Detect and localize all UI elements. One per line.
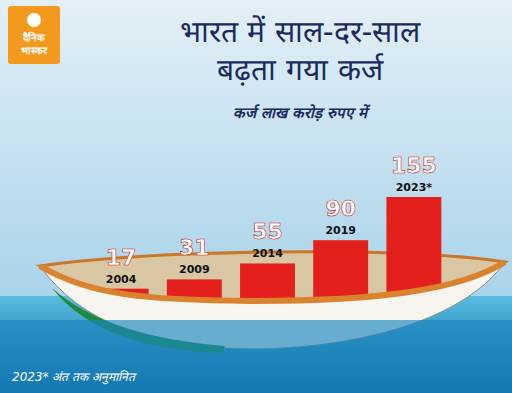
bar: [386, 197, 441, 300]
data-label: 17: [106, 245, 137, 270]
title: भारत में साल-दर-सालबढ़ता गया कर्ज: [180, 14, 422, 87]
category-label: 2023*: [396, 181, 433, 194]
data-label: 55: [252, 219, 283, 244]
logo-box: [8, 6, 60, 64]
footnote: 2023* अंत तक अनुमानित: [12, 370, 137, 385]
data-label: 31: [179, 235, 210, 260]
bar: [240, 263, 295, 300]
data-label: 90: [325, 196, 356, 221]
category-label: 2014: [252, 247, 283, 260]
category-label: 2019: [325, 224, 356, 237]
category-label: 2009: [179, 263, 210, 276]
category-label: 2004: [106, 273, 137, 286]
chart: 17 31 55 90 155 2004 2009 2014 2019 2023* भारत में…: [0, 0, 512, 393]
water-front: [0, 320, 512, 393]
sky: [0, 0, 512, 300]
logo-text: दैनिकभास्कर: [21, 31, 48, 56]
subtitle: कर्ज लाख करोड़ रुपए में: [233, 104, 372, 122]
bar: [313, 240, 368, 300]
plot-area: [94, 197, 442, 300]
data-label: 155: [391, 153, 437, 178]
logo-sun: [27, 13, 41, 27]
